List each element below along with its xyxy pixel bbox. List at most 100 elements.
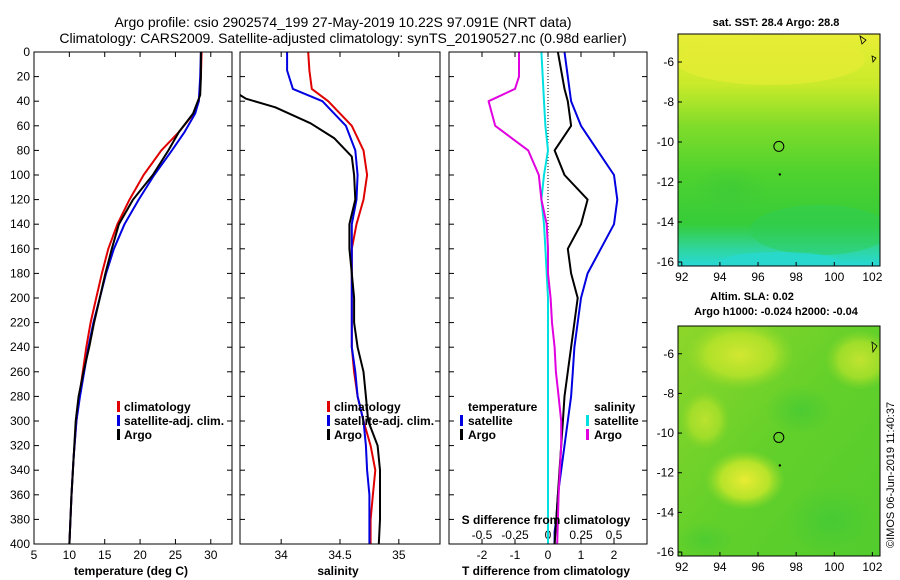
map-x-tick-label: 98 xyxy=(789,560,803,574)
x-tick-label: 30 xyxy=(204,548,218,562)
legend-label-climatology: climatology xyxy=(124,400,191,414)
series-line-argo xyxy=(239,94,381,545)
map-y-tick-label: -14 xyxy=(657,505,675,519)
x-tick-label: 20 xyxy=(133,548,147,562)
argo-position-marker xyxy=(773,431,785,443)
y-tick-label: 20 xyxy=(17,70,31,84)
x-tick-label: 1 xyxy=(578,548,585,562)
y-tick-label: 160 xyxy=(10,242,30,256)
sla-map-title: Altim. SLA: 0.02 xyxy=(710,291,794,303)
legend-swatch-sal-argo xyxy=(586,429,589,440)
map-y-tick-label: -16 xyxy=(657,545,675,559)
y-tick-label: 240 xyxy=(10,340,30,354)
legend-swatch-temp-argo xyxy=(460,429,463,440)
y-tick-label: 40 xyxy=(17,94,31,108)
series-line-temperature-satellite xyxy=(553,51,619,544)
legend-heading-salinity: salinity xyxy=(594,400,636,414)
map-x-tick-label: 94 xyxy=(713,560,727,574)
imos-credit: ©IMOS 06-Jun-2019 11:40:37 xyxy=(885,402,897,548)
x-tick-label: 15 xyxy=(98,548,112,562)
legend-swatch-argo xyxy=(117,429,120,440)
salinity-panel: 34 34.5 35 xyxy=(239,51,441,562)
series-line-argo xyxy=(68,52,202,545)
plot-frame-sal xyxy=(239,51,441,545)
x-tick-label: -1 xyxy=(510,548,521,562)
legend-label-sal-satellite: satellite xyxy=(594,414,639,428)
legend-swatch-temp-satellite xyxy=(460,415,463,426)
map-x-tick-label: 100 xyxy=(824,270,844,284)
legend-label-satellite: satellite-adj. clim. xyxy=(124,414,224,428)
legend-swatch-climatology xyxy=(117,401,120,412)
temperature-legend: climatology satellite-adj. clim. Argo xyxy=(117,400,224,442)
coastline-icon xyxy=(871,341,878,354)
y-tick-label: 200 xyxy=(10,291,30,305)
sla-map: 92 94 96 98 100 102 -6 -8 -10 -12 -14 -16 xyxy=(657,325,883,574)
y-tick-label: 400 xyxy=(10,537,30,551)
sst-map-title: sat. SST: 28.4 Argo: 28.8 xyxy=(713,17,840,29)
map-y-tick-label: -10 xyxy=(657,426,675,440)
series-line-climatology xyxy=(307,51,377,544)
map-x-tick-label: 96 xyxy=(751,270,765,284)
y-tick-label: 260 xyxy=(10,365,30,379)
y-tick-label: 360 xyxy=(10,488,30,502)
map-y-tick-label: -10 xyxy=(657,135,675,149)
y-tick-label: 320 xyxy=(10,439,30,453)
x-tick-label: 35 xyxy=(392,548,406,562)
difference-legend: temperature satellite Argo salinity sate… xyxy=(460,400,639,442)
legend-swatch-satellite xyxy=(117,415,120,426)
island-icon xyxy=(778,173,782,176)
legend-heading-temperature: temperature xyxy=(468,400,538,414)
x-tick-label: 0 xyxy=(545,548,552,562)
series-line-salinity-satellite xyxy=(540,51,549,544)
map-x-tick-label: 98 xyxy=(789,270,803,284)
x2-tick-label: -0.25 xyxy=(501,528,529,542)
temperature-panel: 0 20 40 60 80 100 120 140 160 180 200 220 240 260 280 3… xyxy=(10,45,233,562)
y-tick-label: 100 xyxy=(10,168,30,182)
coastline-icon xyxy=(871,55,877,63)
map-x-tick-label: 102 xyxy=(862,270,882,284)
legend-label-satellite: satellite-adj. clim. xyxy=(334,414,434,428)
legend-label-climatology: climatology xyxy=(334,400,401,414)
legend-label-temp-argo: Argo xyxy=(468,428,496,442)
map-y-tick-label: -12 xyxy=(657,175,675,189)
x-tick-label: 34 xyxy=(274,548,288,562)
island-icon xyxy=(778,464,782,467)
x-tick-label: 10 xyxy=(63,548,77,562)
coastline-icon xyxy=(859,35,867,45)
legend-swatch-sal-satellite xyxy=(586,415,589,426)
y-tick-label: 280 xyxy=(10,389,30,403)
argo-position-marker xyxy=(773,140,785,152)
y-tick-label: 180 xyxy=(10,266,30,280)
sla-map-subtitle: Argo h1000: -0.024 h2000: -0.04 xyxy=(694,306,859,318)
x-tick-label: 5 xyxy=(31,548,38,562)
map-x-tick-label: 100 xyxy=(824,560,844,574)
y-tick-label: 220 xyxy=(10,316,30,330)
y-tick-label: 340 xyxy=(10,463,30,477)
map-y-tick-label: -6 xyxy=(663,55,674,69)
series-line-climatology xyxy=(68,51,203,545)
title-line-1: Argo profile: csio 2902574_199 27-May-20… xyxy=(114,14,571,30)
series-line-salinity-argo xyxy=(487,52,563,545)
map-x-tick-label: 102 xyxy=(862,560,882,574)
x2-tick-label: 0.5 xyxy=(606,528,623,542)
x2-tick-label: 0.25 xyxy=(569,528,593,542)
plot-frame-diff xyxy=(448,51,648,545)
plot-frame-temp xyxy=(33,51,233,545)
x-tick-label: -2 xyxy=(477,548,488,562)
x-axis-label-t-difference: T difference from climatology xyxy=(462,564,630,578)
sst-map: 92 94 96 98 100 102 -6 -8 -10 -12 -14 -16 xyxy=(657,33,883,284)
map-x-tick-label: 92 xyxy=(675,270,689,284)
series-line-satellite-adj-clim- xyxy=(286,52,371,544)
x-tick-label: 25 xyxy=(169,548,183,562)
map-y-tick-label: -8 xyxy=(663,95,674,109)
x-tick-label: 2 xyxy=(611,548,618,562)
legend-label-sal-argo: Argo xyxy=(594,428,622,442)
map-x-tick-label: 94 xyxy=(713,270,727,284)
x-axis-label-temperature: temperature (deg C) xyxy=(74,564,188,578)
legend-label-argo: Argo xyxy=(334,428,362,442)
map-y-tick-label: -16 xyxy=(657,255,675,269)
y-tick-label: 380 xyxy=(10,512,30,526)
legend-label-temp-satellite: satellite xyxy=(468,414,513,428)
